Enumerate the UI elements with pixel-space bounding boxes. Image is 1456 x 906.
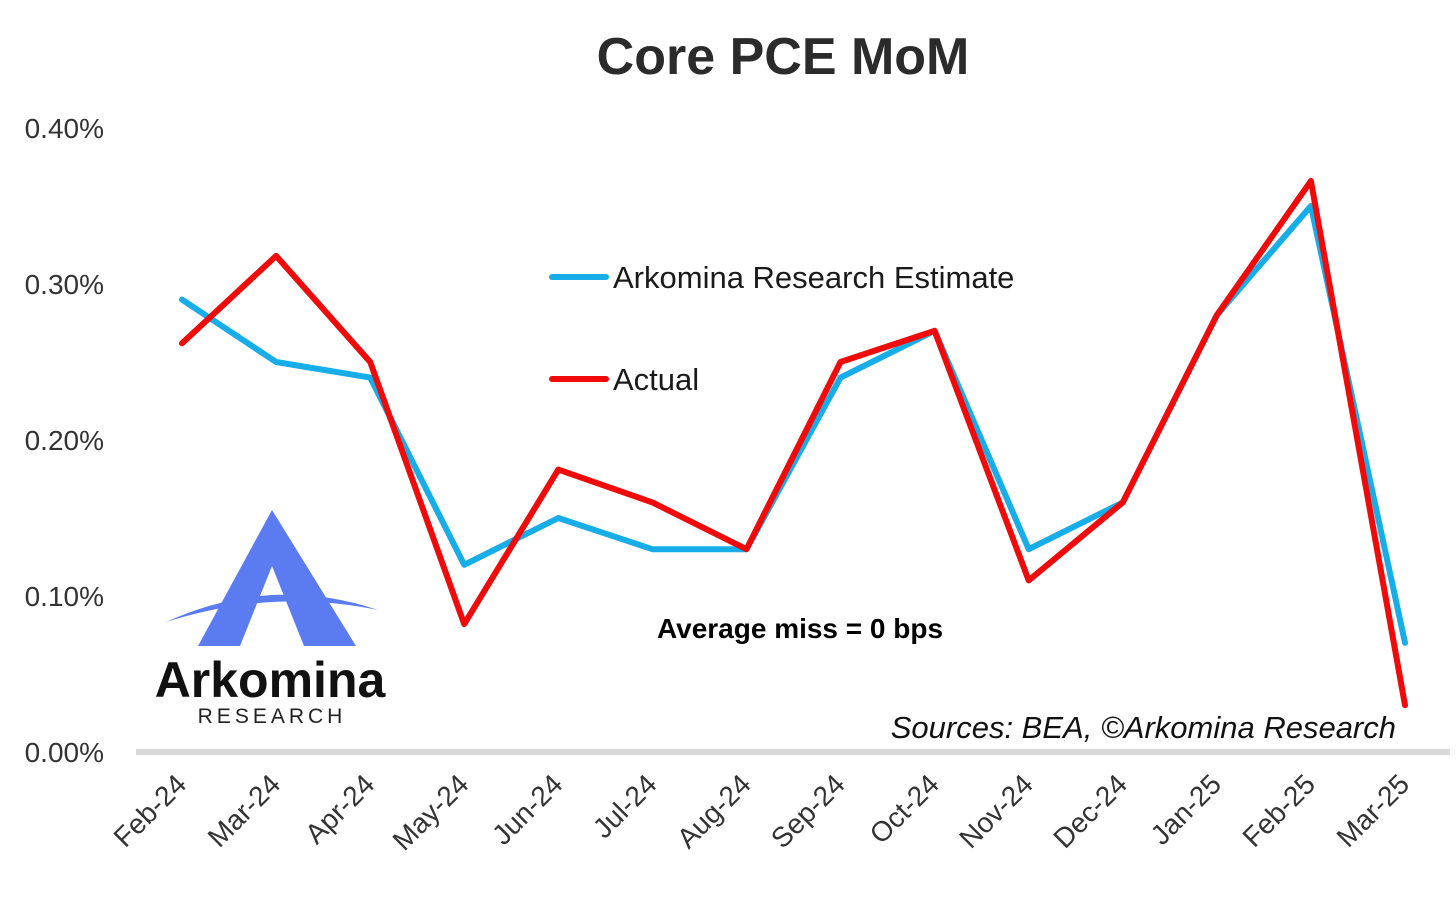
- y-tick-label: 0.10%: [25, 581, 104, 612]
- y-tick-label: 0.30%: [25, 269, 104, 300]
- arkomina-logo: Arkomina RESEARCH: [155, 510, 387, 728]
- x-tick-labels: Feb-24 Mar-24 Apr-24 May-24 Jun-24 Jul-24 Aug-…: [108, 768, 1416, 856]
- y-tick-label: 0.00%: [25, 737, 104, 768]
- legend-label-actual: Actual: [613, 362, 699, 397]
- x-tick-label: Feb-24: [108, 768, 193, 853]
- source-note: Sources: BEA, ©Arkomina Research: [891, 710, 1396, 745]
- x-tick-label: Jan-25: [1145, 768, 1227, 850]
- x-tick-label: Jun-24: [486, 768, 568, 850]
- x-tick-label: Sep-24: [765, 768, 851, 854]
- y-tick-label: 0.20%: [25, 425, 104, 456]
- logo-subtitle: RESEARCH: [198, 705, 347, 728]
- x-tick-label: Nov-24: [953, 768, 1039, 854]
- x-tick-label: Mar-24: [202, 768, 287, 853]
- average-miss-annotation: Average miss = 0 bps: [657, 613, 943, 644]
- logo-triangle-icon: [198, 510, 356, 646]
- x-tick-label: Jul-24: [587, 768, 663, 844]
- x-tick-label: Apr-24: [299, 768, 380, 849]
- x-tick-label: Aug-24: [671, 768, 757, 854]
- series-layer: [179, 178, 1408, 709]
- y-tick-label: 0.40%: [25, 113, 104, 144]
- chart-title: Core PCE MoM: [597, 28, 970, 86]
- y-tick-labels: 0.00% 0.10% 0.20% 0.30% 0.40%: [25, 113, 104, 768]
- logo-arc-icon: [166, 594, 378, 622]
- logo-wordmark: Arkomina: [155, 652, 387, 708]
- legend: Arkomina Research Estimate Actual: [549, 260, 1014, 397]
- x-tick-label: May-24: [387, 768, 475, 856]
- x-tick-label: Dec-24: [1047, 768, 1133, 854]
- series-line-actual: [179, 178, 1408, 709]
- x-tick-label: Feb-25: [1237, 768, 1322, 853]
- x-tick-label: Oct-24: [864, 768, 945, 849]
- legend-label-estimate: Arkomina Research Estimate: [613, 260, 1014, 295]
- x-tick-label: Mar-25: [1331, 768, 1416, 853]
